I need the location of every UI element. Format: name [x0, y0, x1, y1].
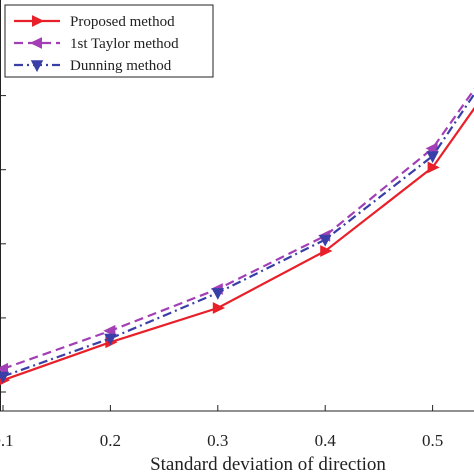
legend-label: Proposed method — [70, 14, 175, 30]
legend-entry: Dunning method — [14, 58, 172, 74]
y-axis-ticks — [0, 95, 6, 393]
x-tick-label: 0.1 — [0, 431, 14, 450]
x-tick-label: 0.3 — [207, 431, 228, 450]
legend-marker — [30, 60, 44, 73]
data-point — [211, 288, 225, 300]
plot-area — [0, 87, 474, 386]
data-point — [212, 302, 225, 314]
data-point — [426, 151, 439, 164]
legend-entry: Proposed method — [14, 14, 175, 30]
x-axis-label: Standard deviation of direction — [150, 454, 386, 474]
series-line — [2, 106, 474, 382]
legend-label: Dunning method — [70, 58, 172, 74]
x-tick-label: 0.2 — [100, 431, 121, 450]
legend: Proposed method 1st Taylor method Dunning … — [4, 4, 214, 78]
series-line — [2, 87, 474, 370]
x-tick-label: 0.5 — [422, 431, 443, 450]
legend-label: 1st Taylor method — [70, 36, 179, 52]
data-point — [0, 362, 8, 375]
series-3 — [0, 92, 474, 384]
x-tick-label: 0.4 — [315, 431, 337, 450]
series-2 — [0, 87, 474, 375]
data-point — [318, 234, 332, 247]
data-point — [427, 161, 440, 174]
data-point — [320, 245, 333, 257]
series-line — [2, 92, 474, 378]
axes — [0, 0, 474, 412]
data-point — [0, 371, 10, 384]
legend-marker — [29, 37, 42, 49]
data-point — [103, 324, 116, 337]
legend-marker — [32, 15, 45, 27]
x-axis-ticks: 0.1 0.2 0.3 0.4 0.5 — [0, 405, 443, 450]
legend-entry: 1st Taylor method — [14, 36, 179, 52]
series-1 — [0, 106, 474, 386]
data-point — [104, 333, 117, 346]
